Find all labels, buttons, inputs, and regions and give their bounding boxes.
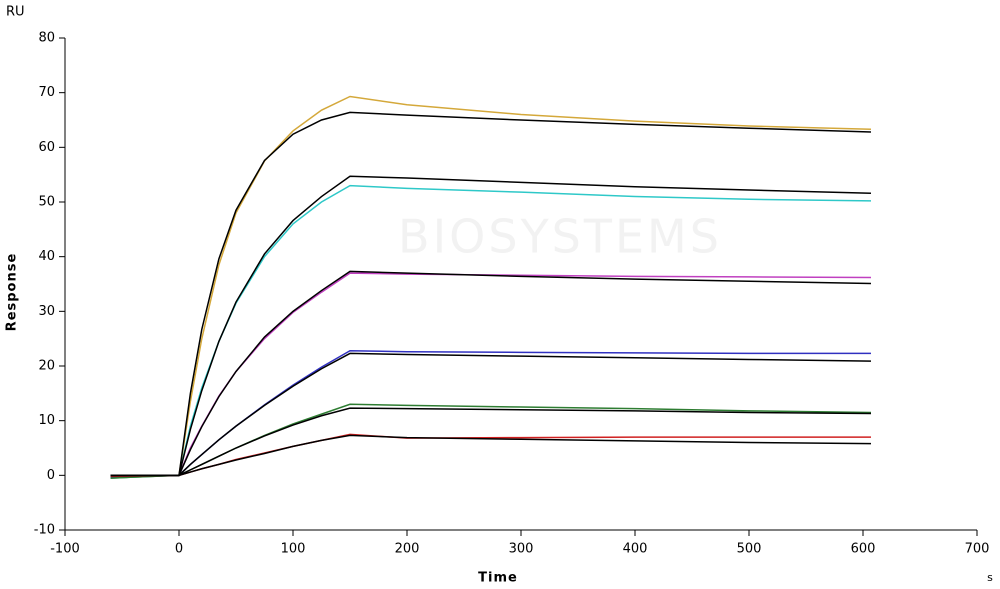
x-tick-label: 300 (509, 542, 534, 557)
sensorgram-line (110, 175, 872, 477)
y-tick-label: 80 (38, 31, 55, 46)
sensorgram-line (110, 349, 871, 478)
y-tick-label: 40 (38, 249, 55, 264)
x-axis-label: Time (478, 571, 518, 586)
sensorgram-line (110, 403, 871, 479)
sensorgram-line (110, 270, 871, 477)
sensorgram-line (110, 407, 871, 477)
y-axis-label: Response (5, 253, 20, 332)
y-tick-label: 0 (47, 468, 55, 483)
sensorgram-line (110, 434, 871, 477)
y-tick-label: -10 (34, 523, 55, 538)
y-tick-label: 30 (38, 304, 55, 319)
y-tick-label: 70 (38, 85, 55, 100)
y-tick-label: 50 (38, 195, 55, 210)
x-tick-label: -100 (50, 542, 80, 557)
y-tick-label: 10 (38, 413, 55, 428)
y-unit: RU (6, 5, 25, 20)
sensorgram-line (110, 184, 871, 479)
x-tick-label: 100 (281, 542, 306, 557)
watermark: BIOSYSTEMS (398, 210, 722, 264)
x-tick-label: 600 (851, 542, 876, 557)
x-tick-label: 200 (395, 542, 420, 557)
y-tick-label: 60 (38, 140, 55, 155)
x-tick-label: 700 (965, 542, 990, 557)
sensorgram-line (110, 272, 871, 478)
x-tick-label: 0 (175, 542, 183, 557)
sensorgram-line (110, 352, 871, 477)
x-tick-label: 400 (623, 542, 648, 557)
x-tick-label: 500 (737, 542, 762, 557)
x-unit: s (987, 571, 993, 584)
sensorgram-line (110, 95, 872, 479)
sensorgram-line (110, 433, 871, 478)
sensorgram-line (110, 111, 872, 477)
y-tick-label: 20 (38, 359, 55, 374)
